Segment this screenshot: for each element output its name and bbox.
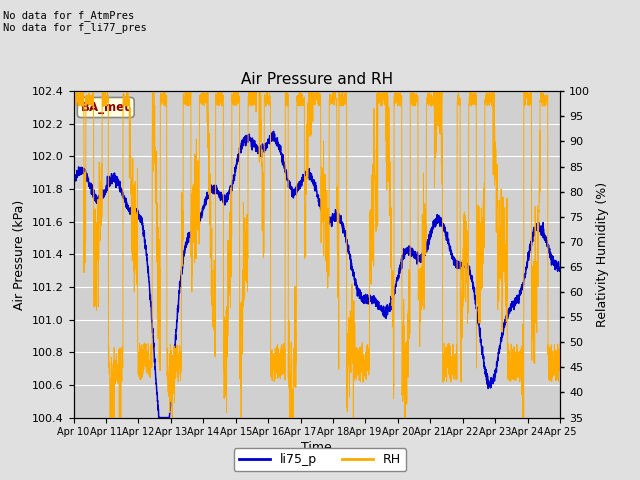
X-axis label: Time: Time [301, 442, 332, 455]
Y-axis label: Relativity Humidity (%): Relativity Humidity (%) [596, 182, 609, 327]
Y-axis label: Air Pressure (kPa): Air Pressure (kPa) [13, 199, 26, 310]
Legend: li75_p, RH: li75_p, RH [234, 448, 406, 471]
Text: BA_met: BA_met [81, 101, 131, 114]
Title: Air Pressure and RH: Air Pressure and RH [241, 72, 393, 87]
Text: No data for f_AtmPres
No data for f_li77_pres: No data for f_AtmPres No data for f_li77… [3, 10, 147, 33]
